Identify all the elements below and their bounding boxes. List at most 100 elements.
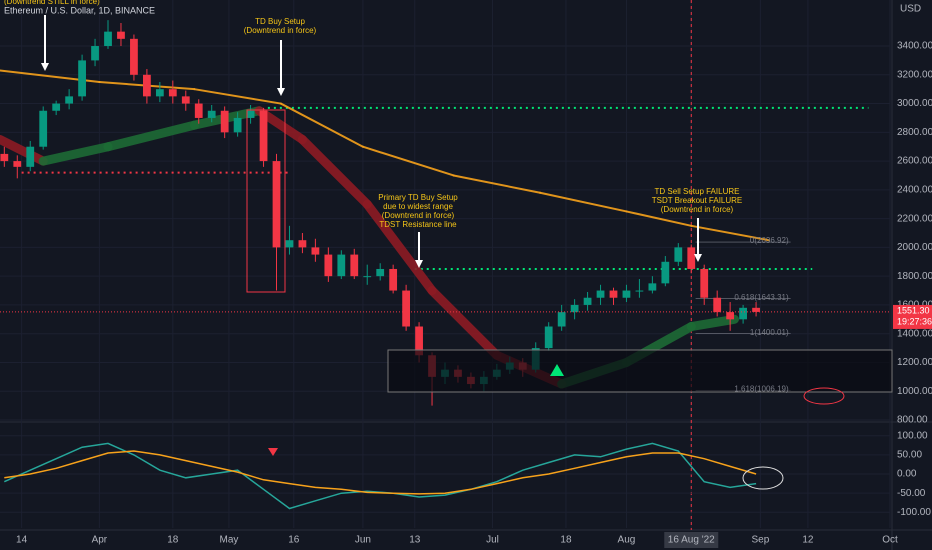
crosshair-tick-box: [664, 532, 719, 548]
candle-body: [39, 110, 48, 147]
moving-average: [38, 142, 113, 166]
y-tick-label: 2000.00: [897, 242, 932, 253]
candle-body: [752, 307, 760, 312]
y-tick-label: 2200.00: [897, 213, 932, 224]
y-tick-label: 0.00: [897, 469, 917, 480]
sell-triangle: [268, 448, 278, 456]
candle-body: [0, 153, 9, 162]
y-tick-label: 2600.00: [897, 156, 932, 167]
fib-label: 1.618(1006.19): [734, 384, 789, 393]
x-tick-label: 16: [288, 535, 300, 546]
candle-body: [609, 290, 618, 298]
countdown: 19:27:36: [897, 316, 932, 326]
candle-body: [52, 103, 61, 111]
chart-title: Ethereum / U.S. Dollar, 1D, BINANCE: [4, 5, 155, 15]
x-tick-label: 13: [409, 535, 421, 546]
arrow: [41, 15, 49, 71]
x-tick-label: Aug: [618, 535, 636, 546]
x-tick-label: May: [220, 535, 239, 546]
arrow: [694, 218, 702, 262]
annotation: (Downtrend in force): [661, 205, 734, 214]
candle-body: [739, 307, 747, 320]
y-tick-label: -100.00: [897, 507, 931, 518]
candle-body: [259, 110, 268, 162]
candle-body: [402, 290, 411, 327]
x-tick-label: Oct: [882, 535, 898, 546]
candle-body: [78, 60, 86, 97]
unit-label: USD: [900, 4, 921, 15]
y-tick-label: 2400.00: [897, 185, 932, 196]
candle-body: [272, 161, 281, 248]
y-tick-label: 3200.00: [897, 69, 932, 80]
moving-average: [625, 210, 693, 227]
plot: [0, 0, 891, 530]
annotation: (Downtrend in force): [382, 211, 455, 220]
candle-body: [285, 240, 294, 248]
candle-body: [324, 254, 333, 277]
last-price-tag: [893, 304, 932, 329]
annotation: TDST Resistance line: [379, 220, 457, 229]
annotation: (Downtrend STILL in force): [4, 0, 100, 6]
candle-body: [544, 326, 553, 349]
x-tick-label: 18: [560, 535, 572, 546]
candle-body: [389, 268, 398, 291]
candle-body: [155, 89, 164, 97]
osc-ellipse: [742, 466, 784, 490]
annotation: TSDT Breakout FAILURE: [652, 196, 743, 205]
buy-triangle: [550, 364, 564, 376]
y-tick-label: 3000.00: [897, 98, 932, 109]
setup-box: [246, 109, 286, 293]
y-tick-label: 50.00: [897, 450, 922, 461]
candle-body: [104, 31, 112, 47]
candle-body: [570, 304, 579, 313]
moving-average: [427, 286, 502, 360]
moving-average: [686, 314, 739, 332]
y-tick-label: 100.00: [897, 430, 928, 441]
moving-average: [690, 224, 771, 242]
fib-label: 1(1400.01): [750, 328, 789, 337]
fib-label: 0.618(1643.31): [734, 293, 789, 302]
annotation: due to widest range: [383, 202, 453, 211]
candle-body: [713, 297, 722, 313]
x-tick-label: Apr: [92, 535, 108, 546]
x-tick-label: 12: [802, 535, 814, 546]
y-tick-label: 1200.00: [897, 357, 932, 368]
candle-body: [674, 247, 683, 262]
x-tick-label: Jun: [355, 535, 371, 546]
moving-average: [297, 135, 372, 209]
candle-body: [687, 247, 696, 269]
y-tick-label: 1000.00: [897, 386, 932, 397]
x-tick-label: 14: [16, 535, 28, 546]
candle-body: [350, 254, 359, 277]
annotation: TD Buy Setup: [255, 17, 305, 26]
x-tick-label: Jul: [486, 535, 499, 546]
fib-label: 0(2036.92): [750, 236, 789, 245]
candle-body: [143, 74, 151, 97]
candle-body: [583, 297, 592, 305]
oscillator-line: [4, 450, 757, 495]
candle-body: [337, 254, 346, 277]
x-tick-label: 16 Aug '22: [668, 535, 715, 546]
candle-body: [233, 117, 242, 133]
candle-body: [298, 240, 307, 248]
candle-body: [130, 38, 138, 75]
arrows: [41, 15, 702, 268]
y-tick-label: 3400.00: [897, 41, 932, 52]
candle-body: [117, 31, 125, 39]
x-tick-label: 18: [167, 535, 179, 546]
candle-body: [207, 110, 216, 118]
candle-body: [700, 268, 709, 298]
moving-average: [279, 102, 364, 148]
candle-body: [661, 261, 670, 284]
y-tick-label: 1800.00: [897, 271, 932, 282]
annotation: (Downtrend in force): [244, 26, 317, 35]
y-tick-label: 2800.00: [897, 127, 932, 138]
last-price: 1551.30: [897, 305, 930, 315]
x-tick-label: Sep: [751, 535, 769, 546]
target-ellipse: [803, 387, 845, 405]
annotation: Primary TD Buy Setup: [378, 193, 458, 202]
arrow: [277, 40, 285, 96]
candle-body: [648, 283, 657, 291]
